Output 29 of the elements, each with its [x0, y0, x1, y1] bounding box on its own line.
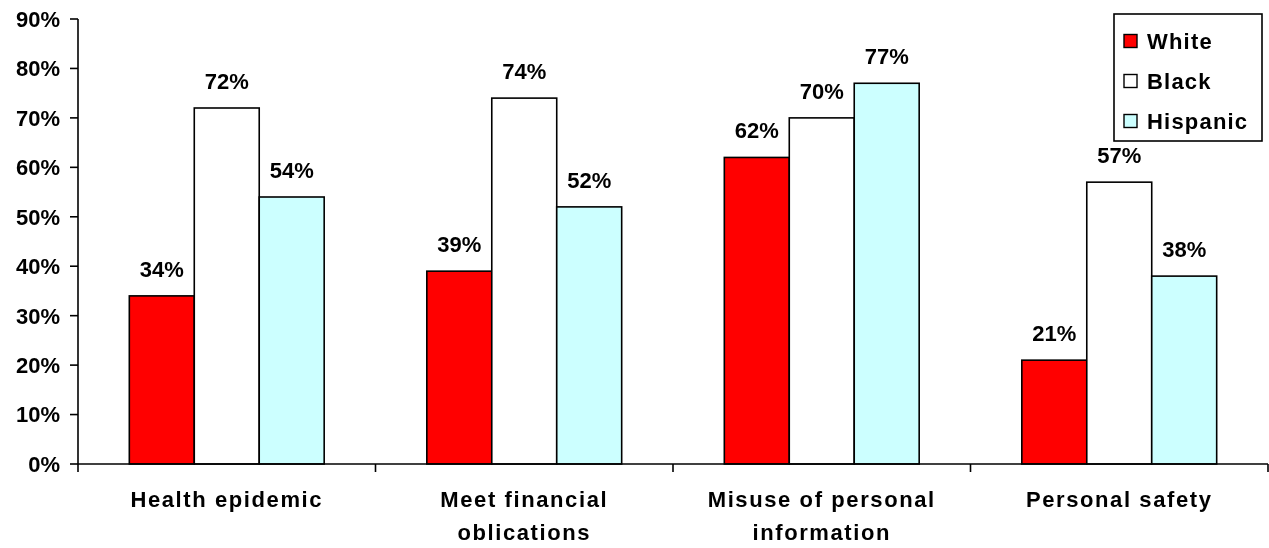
y-tick-label: 30%	[15, 303, 60, 329]
data-label: 39%	[437, 232, 482, 258]
legend-label: Black	[1147, 68, 1212, 94]
x-tick-label: Personal safety	[1025, 487, 1213, 512]
data-label: 54%	[269, 158, 314, 183]
legend-label: White	[1147, 28, 1213, 54]
data-label: 34%	[139, 256, 184, 282]
data-label: 52%	[567, 167, 612, 193]
data-label: 62%	[734, 118, 779, 144]
x-tick-label: Health epidemic	[130, 487, 324, 512]
y-tick-label: 90%	[15, 6, 60, 32]
y-tick-label: 0%	[28, 451, 60, 477]
y-tick-label: 20%	[15, 353, 60, 379]
y-tick-label: 60%	[15, 155, 60, 181]
data-label: 72%	[204, 69, 249, 94]
legend-label: Hispanic	[1147, 108, 1249, 134]
data-label: 74%	[502, 59, 547, 85]
y-tick-label: 10%	[15, 402, 60, 428]
data-label: 21%	[1032, 321, 1077, 347]
y-tick-label: 50%	[15, 204, 60, 230]
x-tick-label: Meet financial oblications	[440, 487, 609, 545]
x-tick-label: Misuse of personal information	[707, 487, 936, 545]
data-label: 57%	[1097, 143, 1142, 169]
data-label: 38%	[1162, 237, 1207, 263]
y-tick-label: 70%	[15, 105, 60, 131]
y-tick-label: 40%	[15, 254, 60, 280]
data-label: 77%	[864, 44, 909, 70]
data-label: 70%	[799, 78, 844, 104]
y-tick-label: 80%	[15, 56, 60, 82]
